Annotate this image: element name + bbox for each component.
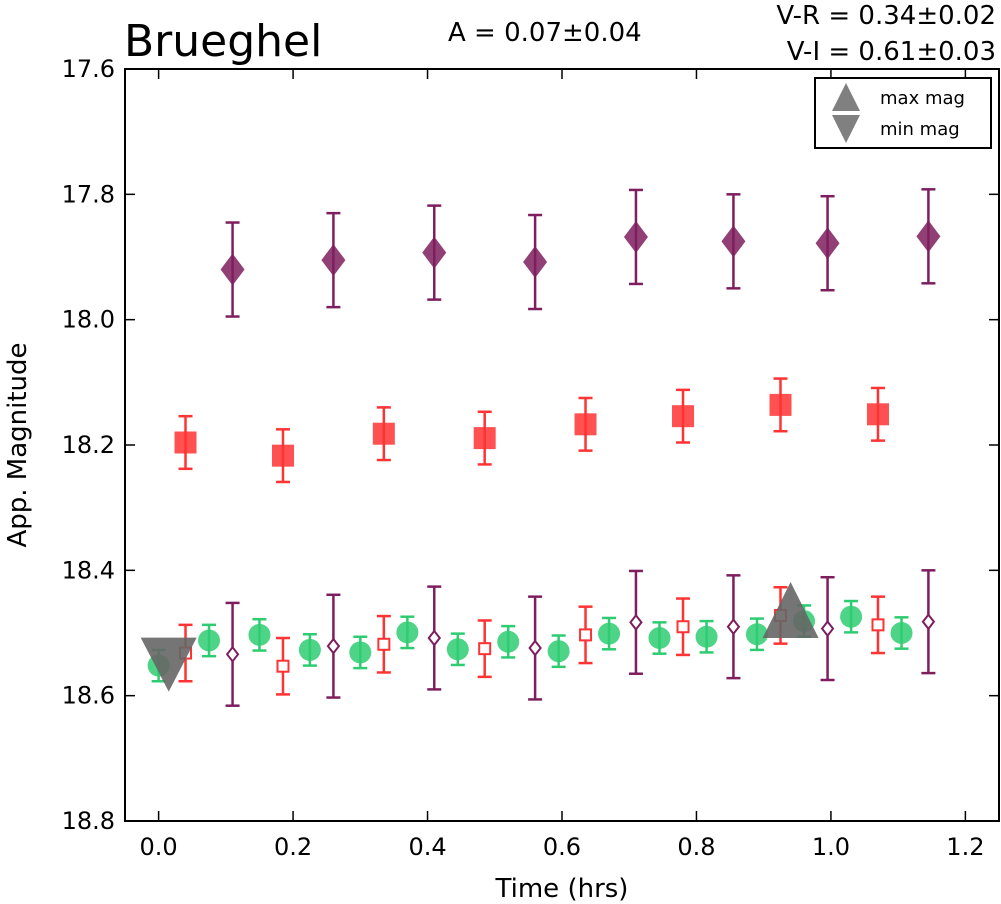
data-point	[497, 630, 520, 653]
data-point	[349, 641, 372, 664]
data-point	[396, 621, 419, 644]
data-point	[890, 622, 913, 644]
vi-color-annotation: V-I = 0.61±0.03	[787, 37, 996, 67]
extrema-markers	[140, 581, 819, 692]
legend-max-mag: max mag	[880, 88, 965, 109]
data-point	[446, 638, 469, 661]
data-point	[672, 405, 695, 428]
data-point	[866, 403, 889, 426]
data-point	[676, 620, 690, 634]
x-tick-label: 1.0	[812, 833, 850, 861]
x-tick-label: 0.2	[274, 833, 312, 861]
y-tick-label: 18.4	[62, 556, 115, 584]
data-point	[769, 393, 792, 416]
min-mag-marker	[140, 637, 197, 692]
vr-color-annotation: V-R = 0.34±0.02	[776, 1, 996, 31]
data-point	[528, 639, 542, 657]
y-tick-label: 18.0	[62, 306, 115, 334]
data-point	[623, 220, 648, 253]
max-mag-legend-icon	[832, 83, 860, 111]
data-point	[276, 659, 290, 673]
data-points	[147, 188, 941, 707]
legend: max mag min mag	[814, 77, 992, 149]
data-point	[820, 619, 835, 638]
data-point	[372, 422, 395, 445]
data-point	[248, 623, 271, 646]
data-point	[321, 244, 346, 277]
y-axis-ticks: 17.6 17.8 18.0 18.2 18.4 18.6 18.8	[62, 55, 999, 835]
data-point	[629, 613, 643, 631]
amplitude-annotation: A = 0.07±0.04	[448, 18, 642, 48]
data-point	[840, 605, 863, 628]
y-axis-label: App. Magnitude	[3, 342, 33, 547]
data-point	[427, 629, 442, 647]
x-tick-label: 1.2	[946, 833, 984, 861]
data-point	[726, 618, 741, 636]
legend-min-mag: min mag	[880, 119, 960, 140]
data-point	[220, 253, 245, 286]
data-point	[574, 413, 597, 436]
plot-frame	[124, 68, 1000, 822]
data-point	[871, 618, 885, 632]
chart-title: Brueghel	[124, 16, 322, 67]
data-point	[523, 246, 548, 279]
data-point	[721, 225, 746, 258]
data-point	[377, 637, 391, 651]
x-tick-label: 0.6	[543, 833, 581, 861]
data-point	[198, 629, 221, 652]
data-point	[598, 622, 621, 645]
data-point	[579, 628, 593, 642]
y-tick-label: 17.8	[62, 180, 115, 208]
data-point	[422, 236, 447, 269]
data-point	[695, 625, 718, 648]
data-point	[547, 640, 570, 663]
x-axis-label: Time (hrs)	[495, 874, 629, 904]
y-tick-label: 17.6	[62, 55, 115, 83]
data-point	[916, 220, 941, 253]
data-point	[473, 427, 496, 450]
y-tick-label: 18.8	[62, 807, 115, 835]
data-point	[815, 227, 840, 260]
min-mag-legend-icon	[832, 115, 860, 143]
data-point	[921, 613, 936, 631]
data-point	[298, 638, 321, 661]
data-point	[174, 431, 197, 454]
max-mag-marker	[762, 581, 819, 638]
x-tick-label: 0.8	[677, 833, 715, 861]
x-tick-label: 0.4	[408, 833, 446, 861]
x-tick-label: 0.0	[140, 833, 178, 861]
y-tick-label: 18.6	[62, 682, 115, 710]
data-point	[225, 645, 240, 663]
y-tick-label: 18.2	[62, 431, 115, 459]
x-axis-ticks: 0.0 0.2 0.4 0.6 0.8 1.0 1.2	[140, 69, 984, 861]
data-point	[648, 627, 671, 650]
data-point	[478, 642, 492, 656]
data-point	[745, 623, 768, 646]
data-point	[271, 444, 294, 467]
data-point	[326, 637, 341, 655]
